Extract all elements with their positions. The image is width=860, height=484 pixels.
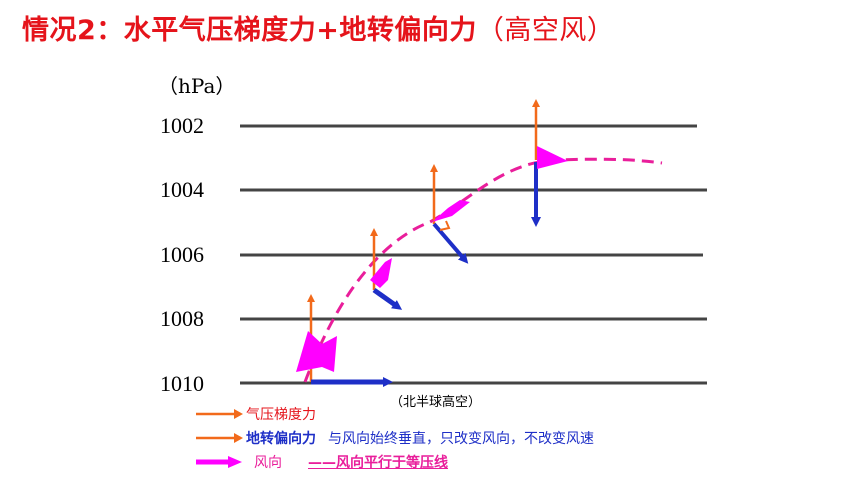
coriolis-force-arrow-3 bbox=[432, 222, 469, 264]
isobar-label-1002: 1002 bbox=[160, 113, 204, 138]
legend-wind: 风向 ——风向平行于等压线 bbox=[196, 452, 448, 472]
legend-wind-note: ——风向平行于等压线 bbox=[308, 455, 448, 471]
legend-coriolis-force: 地转偏向力 与风向始终垂直，只改变风向，不改变风速 bbox=[196, 428, 594, 448]
title-paren: （高空风） bbox=[476, 15, 615, 46]
isobar-label-1008: 1008 bbox=[160, 306, 204, 331]
legend-pressure-force: 气压梯度力 bbox=[196, 404, 316, 424]
legend-wind-label: 风向 bbox=[254, 455, 282, 471]
wind-arrow-1 bbox=[296, 331, 337, 372]
unit-label: （hPa） bbox=[158, 74, 236, 98]
coriolis-force-arrow-2 bbox=[372, 287, 403, 310]
isobar-label-1004: 1004 bbox=[160, 177, 204, 202]
legend-coriolis-label: 地转偏向力 bbox=[246, 431, 316, 447]
legend-magenta-arrow-icon bbox=[196, 456, 242, 468]
title-main: 情况2：水平气压梯度力+地转偏向力 bbox=[22, 15, 477, 46]
legend-coriolis-arrow-icon bbox=[196, 433, 243, 443]
wind-arrow-4 bbox=[537, 146, 568, 169]
legend-orange-arrow-icon bbox=[196, 409, 243, 419]
hemisphere-note: （北半球高空） bbox=[390, 395, 482, 410]
right-angle-mark bbox=[439, 220, 451, 231]
legend-pressure-label: 气压梯度力 bbox=[246, 407, 316, 423]
wind-path-dashed bbox=[303, 157, 663, 383]
wind-arrow-2 bbox=[370, 258, 392, 288]
legend-coriolis-note: 与风向始终垂直，只改变风向，不改变风速 bbox=[328, 431, 594, 447]
wind-arrow-3 bbox=[432, 200, 470, 222]
slide-title: 情况2：水平气压梯度力+地转偏向力（高空风） bbox=[22, 8, 614, 47]
isobar-label-1010: 1010 bbox=[160, 371, 204, 396]
isobar-label-1006: 1006 bbox=[160, 242, 204, 267]
